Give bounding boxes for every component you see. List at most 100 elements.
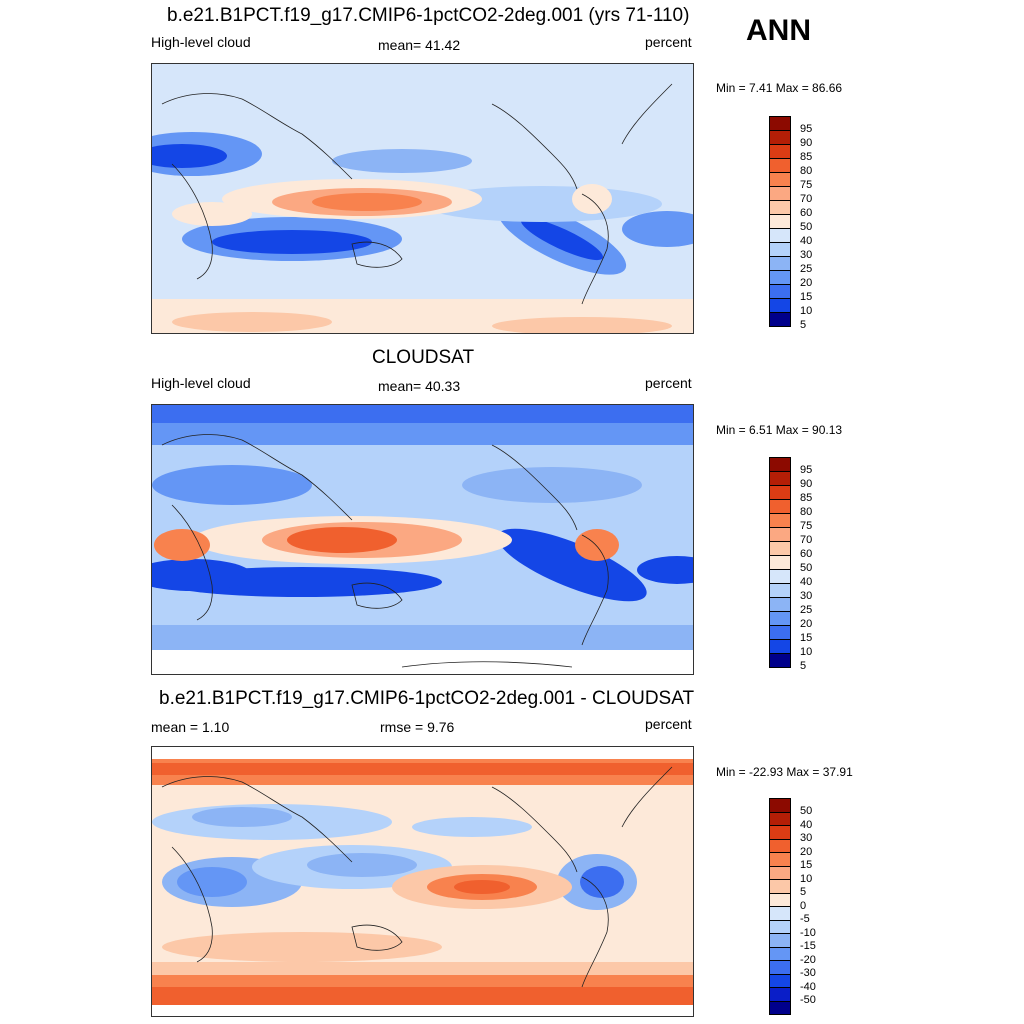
panel3-colorbar-cell: [769, 933, 791, 948]
panel1-colorbar-label: 40: [800, 235, 813, 247]
panel2-colorbar-cell: [769, 513, 791, 528]
panel2-colorbar-cell: [769, 541, 791, 556]
panel1-colorbar-cell: [769, 130, 791, 145]
panel2-colorbar-label: 10: [800, 646, 813, 658]
panel3-colorbar-label: -20: [800, 953, 816, 966]
panel2-colorbar-cell: [769, 485, 791, 500]
panel1-colorbar-label: 75: [800, 179, 813, 191]
panel2-colorbar-label: 15: [800, 632, 813, 644]
panel1-colorbar-cell: [769, 200, 791, 215]
panel3-colorbar-label: -5: [800, 913, 810, 925]
panel3-colorbar-cell: [769, 946, 791, 961]
panel2-colorbar-label: 30: [800, 590, 813, 602]
panel2-colorbar-cell: [769, 457, 791, 472]
panel3-colorbar-cell: [769, 852, 791, 867]
panel1-colorbar-cell: [769, 116, 791, 131]
panel3-colorbar-label: 50: [800, 805, 813, 817]
panel2-colorbar-cell: [769, 653, 791, 668]
panel1-colorbar-label: 20: [800, 277, 813, 289]
panel3-colorbar-cell: [769, 960, 791, 975]
panel2-colorbar-cell: [769, 471, 791, 486]
panel1-colorbar-cell: [769, 242, 791, 257]
panel2-colorbar-label: 25: [800, 604, 813, 616]
panel2-colorbar-cell: [769, 569, 791, 584]
panel2-colorbar-cell: [769, 639, 791, 654]
panel2-colorbar-label: 85: [800, 492, 813, 504]
panel3-colorbar-cell: [769, 865, 791, 880]
panel1-colorbar-label: 5: [800, 319, 807, 331]
panel2-colorbar-label: 5: [800, 660, 807, 672]
panel3-colorbar-label: -40: [800, 980, 816, 993]
panel2-map: [151, 404, 694, 675]
panel2-colorbar-cell: [769, 527, 791, 542]
panel3-colorbar-cell: [769, 838, 791, 853]
panel1-colorbar-cell: [769, 298, 791, 313]
panel3-colorbar-label: 40: [800, 818, 813, 831]
panel3-colorbar: 50 40 30 20 15 10 5 0 -5 -10 -15 -20 -30…: [769, 798, 816, 1016]
panel1-contour-field: [152, 64, 693, 333]
panel2-colorbar-label: 50: [800, 562, 813, 574]
panel3-colorbar-cell: [769, 987, 791, 1002]
panel3-colorbar-cell: [769, 906, 791, 921]
panel3-map: [151, 746, 694, 1017]
panel1-units-label: percent: [645, 34, 692, 50]
panel3-colorbar-label: 15: [800, 859, 813, 871]
panel2-colorbar-cell: [769, 611, 791, 626]
panel2-title: CLOUDSAT: [372, 347, 475, 368]
panel3-colorbar-cell: [769, 825, 791, 840]
panel3-colorbar-cell: [769, 798, 791, 813]
panel1-colorbar-cell: [769, 172, 791, 187]
panel2-colorbar-label: 60: [800, 548, 813, 560]
panel3-colorbar-label: 20: [800, 845, 813, 858]
panel1-colorbar-cell: [769, 270, 791, 285]
panel3-colorbar-label: -15: [800, 940, 816, 952]
panel2-colorbar-label: 70: [800, 534, 813, 546]
panel1-map: [151, 63, 694, 334]
panel1-colorbar-cell: [769, 312, 791, 327]
panel3-rmse-label: rmse = 9.76: [380, 719, 455, 735]
panel3-mean-label: mean = 1.10: [151, 719, 230, 735]
panel1-colorbar: 95 90 85 80 75 70 60 50 40 30 25 20 15 1…: [769, 116, 812, 331]
panel2-colorbar-label: 95: [800, 464, 813, 476]
panel3-contour-field: [152, 747, 693, 1016]
panel2-mean-label: mean= 40.33: [378, 378, 461, 394]
panel3-colorbar-label: 10: [800, 872, 813, 885]
panel2-colorbar-label: 75: [800, 520, 813, 532]
panel1-colorbar-label: 50: [800, 221, 813, 233]
panel2-colorbar-label: 80: [800, 506, 813, 518]
panel1-colorbar-cell: [769, 284, 791, 299]
panel1-colorbar-cell: [769, 256, 791, 271]
panel2-variable-label: High-level cloud: [151, 375, 251, 391]
panel3-colorbar-label: -50: [800, 994, 816, 1006]
panel3-colorbar-cell: [769, 892, 791, 907]
panel3-colorbar-label: 30: [800, 832, 813, 844]
panel2-colorbar-cell: [769, 555, 791, 570]
panel3-title: b.e21.B1PCT.f19_g17.CMIP6-1pctCO2-2deg.0…: [159, 688, 695, 709]
panel3-colorbar-cell: [769, 973, 791, 988]
panel1-colorbar-label: 95: [800, 123, 813, 135]
panel3-colorbar-cell: [769, 1000, 791, 1015]
panel1-mean-label: mean= 41.42: [378, 37, 461, 53]
panel2-colorbar-label: 20: [800, 618, 813, 630]
panel2-colorbar-label: 40: [800, 576, 813, 588]
panel3-colorbar-cell: [769, 811, 791, 826]
panel1-variable-label: High-level cloud: [151, 34, 251, 50]
panel1-title: b.e21.B1PCT.f19_g17.CMIP6-1pctCO2-2deg.0…: [167, 5, 690, 26]
panel3-colorbar-cell: [769, 919, 791, 934]
panel3-colorbar-label: -30: [800, 967, 816, 979]
panel2-colorbar-cell: [769, 583, 791, 598]
panel1-colorbar-label: 85: [800, 151, 813, 163]
panel1-colorbar-cell: [769, 186, 791, 201]
panel1-colorbar-label: 70: [800, 193, 813, 205]
panel3-units-label: percent: [645, 716, 692, 732]
panel2-colorbar-cell: [769, 625, 791, 640]
panel3-minmax-label: Min = -22.93 Max = 37.91: [716, 765, 853, 779]
panel1-colorbar-label: 30: [800, 249, 813, 261]
panel2-colorbar-label: 90: [800, 478, 813, 490]
panel3-colorbar-label: 5: [800, 886, 807, 898]
panel3-colorbar-label: -10: [800, 926, 816, 939]
panel2-colorbar: 95 90 85 80 75 70 60 50 40 30 25 20 15 1…: [769, 457, 812, 672]
panel2-colorbar-cell: [769, 499, 791, 514]
panel1-colorbar-cell: [769, 228, 791, 243]
panel1-colorbar-label: 60: [800, 207, 813, 219]
